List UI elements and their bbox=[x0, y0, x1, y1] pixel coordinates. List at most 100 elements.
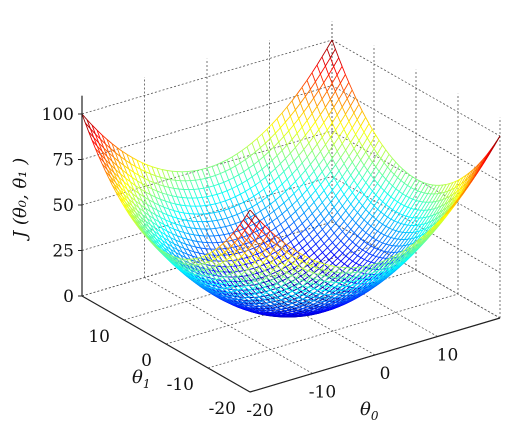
mesh-segment bbox=[352, 185, 358, 193]
mesh-segment bbox=[278, 141, 283, 151]
mesh-segment bbox=[172, 256, 179, 263]
mesh-segment bbox=[263, 264, 268, 270]
mesh-segment bbox=[351, 271, 357, 274]
mesh-segment bbox=[101, 151, 106, 160]
mesh-segment bbox=[136, 197, 143, 202]
mesh-segment bbox=[350, 105, 355, 114]
mesh-segment bbox=[367, 260, 372, 263]
mesh-segment bbox=[311, 72, 316, 82]
mesh-segment bbox=[326, 294, 331, 299]
mesh-segment bbox=[402, 185, 408, 195]
mesh-segment bbox=[273, 276, 280, 280]
mesh-segment bbox=[327, 223, 332, 229]
mesh-segment bbox=[358, 172, 363, 179]
mesh-segment bbox=[224, 281, 229, 284]
mesh-segment bbox=[348, 187, 353, 193]
mesh-segment bbox=[353, 148, 358, 155]
mesh-segment bbox=[133, 203, 138, 211]
mesh-segment bbox=[258, 156, 264, 162]
mesh-segment bbox=[239, 282, 245, 288]
mesh-segment bbox=[355, 196, 360, 202]
mesh-segment bbox=[130, 163, 136, 167]
mesh-segment bbox=[237, 299, 244, 303]
mesh-segment bbox=[288, 267, 295, 272]
mesh-segment bbox=[489, 144, 496, 154]
mesh-segment bbox=[367, 268, 372, 275]
mesh-segment bbox=[261, 200, 266, 208]
mesh-segment bbox=[279, 294, 285, 298]
mesh-segment bbox=[121, 150, 126, 161]
mesh-segment bbox=[390, 161, 397, 172]
mesh-segment bbox=[365, 209, 370, 214]
mesh-segment bbox=[229, 271, 234, 275]
mesh-segment bbox=[271, 305, 277, 309]
mesh-segment bbox=[340, 74, 346, 84]
mesh-segment bbox=[309, 288, 314, 293]
mesh-segment bbox=[276, 280, 281, 285]
mesh-segment bbox=[170, 202, 176, 205]
mesh-segment bbox=[225, 224, 231, 228]
mesh-segment bbox=[188, 189, 193, 199]
mesh-segment bbox=[183, 248, 188, 255]
mesh-segment bbox=[259, 147, 265, 157]
mesh-segment bbox=[333, 144, 338, 152]
mesh-segment bbox=[369, 263, 376, 266]
mesh-segment bbox=[205, 279, 212, 285]
mesh-segment bbox=[288, 193, 295, 199]
mesh-segment bbox=[442, 202, 449, 211]
mesh-segment bbox=[190, 227, 195, 235]
mesh-segment bbox=[398, 182, 405, 192]
mesh-segment bbox=[389, 227, 393, 231]
mesh-segment bbox=[272, 265, 277, 271]
mesh-segment bbox=[225, 266, 230, 273]
mesh-segment bbox=[420, 216, 427, 225]
mesh-segment bbox=[414, 217, 420, 226]
mesh-segment bbox=[394, 231, 400, 239]
mesh-segment bbox=[335, 246, 340, 251]
mesh-segment bbox=[415, 191, 422, 201]
mesh-segment bbox=[235, 246, 240, 254]
mesh-segment bbox=[171, 216, 176, 225]
mesh-segment bbox=[254, 151, 260, 161]
mesh-segment bbox=[168, 186, 174, 189]
mesh-segment bbox=[376, 262, 381, 268]
mesh-segment bbox=[237, 276, 242, 282]
mesh-segment bbox=[358, 104, 363, 112]
mesh-segment bbox=[141, 183, 146, 193]
mesh-segment bbox=[348, 82, 353, 91]
mesh-segment bbox=[104, 159, 110, 168]
mesh-segment bbox=[256, 266, 261, 271]
mesh-segment bbox=[370, 194, 377, 203]
mesh-segment bbox=[170, 179, 176, 181]
mesh-segment bbox=[321, 263, 326, 270]
mesh-segment bbox=[385, 237, 392, 245]
mesh-segment bbox=[121, 150, 128, 155]
mesh-segment bbox=[213, 185, 218, 195]
mesh-segment bbox=[240, 298, 247, 303]
mesh-segment bbox=[430, 213, 437, 222]
mesh-segment bbox=[353, 232, 358, 237]
mesh-segment bbox=[195, 258, 202, 265]
mesh-segment bbox=[319, 290, 324, 295]
mesh-segment bbox=[294, 297, 299, 302]
mesh-segment bbox=[296, 258, 302, 262]
mesh-segment bbox=[267, 262, 272, 267]
mesh-segment bbox=[352, 235, 358, 243]
mesh-segment bbox=[283, 198, 290, 204]
mesh-segment bbox=[456, 183, 462, 193]
mesh-segment bbox=[387, 209, 393, 218]
mesh-segment bbox=[322, 286, 327, 291]
mesh-segment bbox=[96, 129, 103, 136]
mesh-segment bbox=[347, 192, 353, 200]
mesh-segment bbox=[328, 74, 333, 84]
mesh-segment bbox=[248, 164, 254, 169]
mesh-segment bbox=[210, 227, 216, 230]
mesh-segment bbox=[333, 299, 339, 302]
mesh-segment bbox=[293, 242, 300, 248]
mesh-segment bbox=[232, 284, 237, 287]
mesh-segment bbox=[399, 239, 405, 247]
mesh-segment bbox=[427, 184, 434, 194]
mesh-segment bbox=[361, 281, 367, 284]
mesh-segment bbox=[231, 264, 237, 271]
mesh-segment bbox=[306, 189, 311, 197]
